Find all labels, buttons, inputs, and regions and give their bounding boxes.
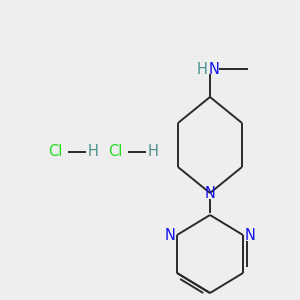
Text: N: N <box>209 61 220 76</box>
Text: N: N <box>205 185 215 200</box>
Text: N: N <box>245 227 256 242</box>
Text: H: H <box>88 145 99 160</box>
Text: Cl: Cl <box>108 145 122 160</box>
Text: Cl: Cl <box>48 145 62 160</box>
Text: H: H <box>196 61 207 76</box>
Text: H: H <box>148 145 159 160</box>
Text: N: N <box>164 227 175 242</box>
